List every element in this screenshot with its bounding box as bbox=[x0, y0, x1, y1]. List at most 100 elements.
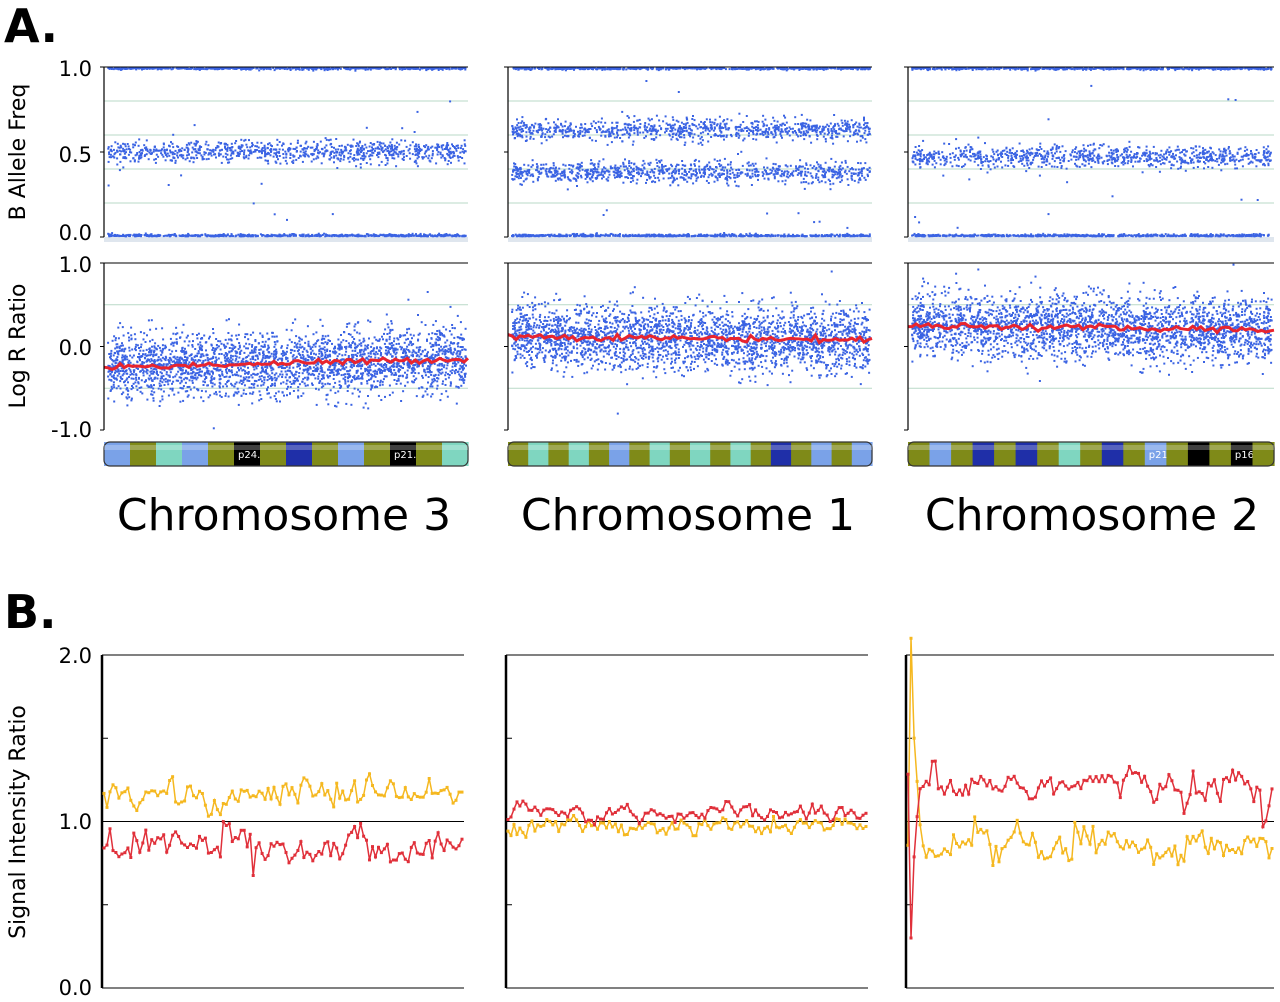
baf-point bbox=[304, 152, 307, 155]
baf-point bbox=[607, 234, 610, 237]
baf-point bbox=[372, 148, 375, 151]
baf-point bbox=[568, 124, 571, 127]
baf-point bbox=[607, 176, 610, 179]
baf-point bbox=[519, 183, 522, 186]
baf-point bbox=[670, 138, 673, 141]
baf-point bbox=[113, 153, 116, 156]
baf-point bbox=[846, 178, 849, 181]
baf-point bbox=[463, 143, 466, 146]
baf-point bbox=[659, 134, 662, 137]
baf-point bbox=[725, 122, 728, 125]
baf-point bbox=[149, 152, 152, 155]
baf-point bbox=[163, 151, 166, 153]
baf-point bbox=[687, 131, 690, 134]
baf-point bbox=[800, 113, 803, 116]
baf-point bbox=[781, 130, 784, 133]
baf-point bbox=[521, 116, 524, 119]
baf-point bbox=[208, 152, 211, 155]
baf-point bbox=[838, 168, 841, 171]
baf-point bbox=[187, 142, 190, 145]
baf-point bbox=[824, 125, 827, 128]
baf-point bbox=[754, 173, 757, 176]
baf-point bbox=[864, 138, 867, 141]
baf-point bbox=[265, 235, 268, 238]
baf-point bbox=[154, 161, 157, 164]
baf-point bbox=[145, 146, 148, 149]
baf-point bbox=[556, 125, 559, 128]
baf-point bbox=[720, 173, 723, 176]
baf-point bbox=[175, 67, 178, 70]
baf-point bbox=[210, 154, 213, 157]
baf-point bbox=[752, 127, 755, 129]
baf-point bbox=[827, 166, 830, 169]
baf-point bbox=[777, 234, 780, 237]
baf-point bbox=[764, 118, 767, 121]
baf-point bbox=[717, 135, 720, 137]
baf-point bbox=[745, 234, 748, 237]
baf-point bbox=[368, 67, 370, 70]
baf-point bbox=[436, 233, 439, 236]
baf-point bbox=[822, 235, 825, 238]
baf-point bbox=[636, 130, 639, 132]
baf-point bbox=[824, 140, 827, 143]
baf-point bbox=[868, 235, 871, 238]
baf-point bbox=[649, 171, 652, 174]
baf-point bbox=[357, 151, 360, 154]
baf-point bbox=[616, 166, 619, 169]
baf-point bbox=[461, 157, 464, 159]
baf-point bbox=[516, 176, 519, 178]
baf-point bbox=[798, 129, 801, 132]
baf-point bbox=[550, 171, 553, 174]
baf-point bbox=[646, 172, 649, 174]
baf-point bbox=[825, 171, 827, 174]
baf-point bbox=[774, 163, 777, 166]
baf-point bbox=[351, 157, 354, 160]
baf-point bbox=[712, 168, 715, 171]
baf-point bbox=[672, 176, 675, 179]
baf-point bbox=[746, 130, 748, 132]
baf-point bbox=[784, 183, 787, 186]
baf-point bbox=[209, 149, 212, 152]
baf-point bbox=[804, 126, 807, 129]
baf-point bbox=[786, 235, 789, 238]
lrr-tick-m1: -1.0 bbox=[51, 418, 92, 442]
baf-point bbox=[788, 174, 791, 177]
baf-point bbox=[184, 158, 187, 161]
baf-point bbox=[553, 234, 556, 237]
baf-point bbox=[447, 160, 450, 162]
baf-point bbox=[423, 152, 426, 155]
baf-point bbox=[608, 135, 610, 138]
baf-point bbox=[521, 136, 524, 139]
baf-point bbox=[112, 148, 115, 151]
baf-point bbox=[463, 234, 466, 237]
baf-point bbox=[389, 145, 392, 148]
baf-point bbox=[264, 235, 267, 238]
baf-point bbox=[334, 67, 337, 70]
baf-point bbox=[252, 234, 255, 237]
baf-point bbox=[401, 234, 404, 237]
baf-point bbox=[732, 234, 735, 237]
baf-point bbox=[843, 234, 846, 237]
baf-point bbox=[788, 134, 791, 137]
baf-point bbox=[613, 166, 616, 169]
baf-point bbox=[281, 234, 284, 237]
baf-point bbox=[822, 135, 825, 138]
baf-point bbox=[751, 175, 754, 178]
baf-point bbox=[684, 124, 687, 127]
baf-point bbox=[749, 176, 751, 179]
baf-point bbox=[162, 143, 165, 146]
baf-point bbox=[649, 133, 652, 136]
baf-point bbox=[137, 234, 140, 237]
baf-point bbox=[665, 130, 668, 132]
baf-point bbox=[821, 174, 824, 177]
baf-point bbox=[395, 165, 398, 168]
baf-point bbox=[385, 68, 388, 71]
baf-point bbox=[632, 170, 635, 173]
baf-point bbox=[239, 148, 242, 151]
baf-point bbox=[788, 235, 790, 237]
baf-point bbox=[636, 166, 639, 169]
baf-point bbox=[819, 131, 822, 133]
baf-point bbox=[637, 127, 639, 130]
baf-point bbox=[604, 121, 607, 124]
baf-point bbox=[305, 140, 308, 143]
